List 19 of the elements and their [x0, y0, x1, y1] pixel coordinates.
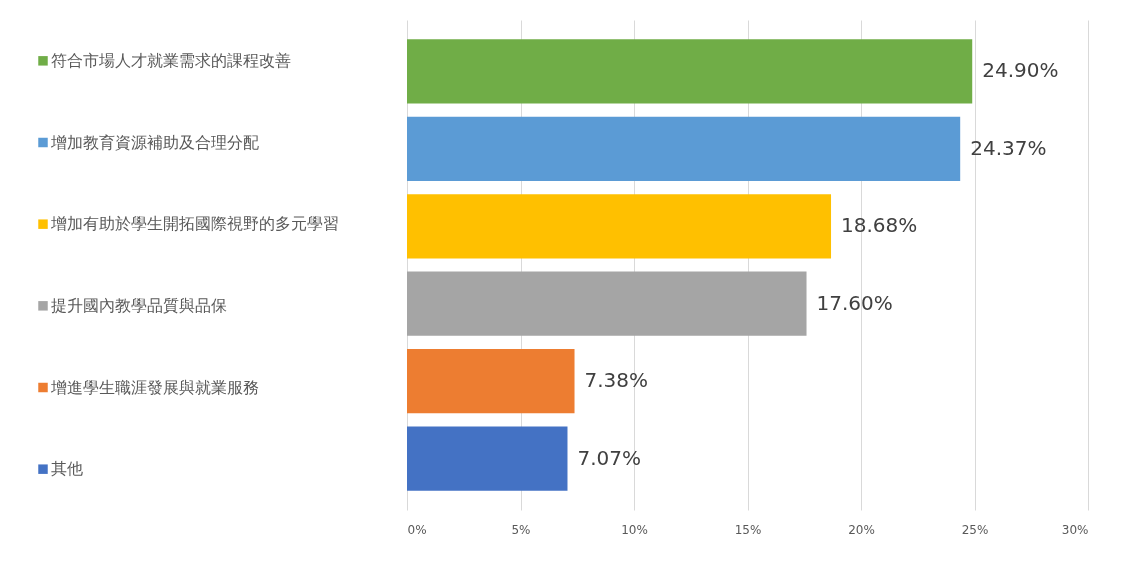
- y-tick-label: 符合市場人才就業需求的課程改善: [51, 50, 291, 70]
- x-tick-label: 5%: [511, 522, 531, 537]
- data-label: 24.90%: [982, 58, 1059, 83]
- data-label: 24.37%: [970, 135, 1047, 160]
- x-tick-label: 20%: [848, 522, 875, 537]
- x-tick-label: 10%: [621, 522, 648, 537]
- y-tick-label: 其他: [51, 459, 83, 479]
- data-label: 7.07%: [577, 445, 642, 470]
- data-label: 7.38%: [584, 368, 649, 393]
- x-tick-label: 0%: [407, 522, 427, 537]
- x-tick-label: 30%: [1061, 522, 1089, 537]
- x-tick-label: 15%: [734, 522, 762, 537]
- data-label: 17.60%: [816, 290, 893, 315]
- y-tick-label: 提升國內教學品質與品保: [51, 295, 227, 315]
- x-tick-label: 25%: [961, 522, 989, 537]
- y-tick-label: 增加有助於學生開拓國際視野的多元學習: [50, 214, 339, 234]
- data-label: 18.68%: [841, 213, 918, 238]
- y-tick-label: 增進學生職涯發展與就業服務: [50, 377, 259, 397]
- y-tick-label: 增加教育資源補助及合理分配: [50, 132, 259, 152]
